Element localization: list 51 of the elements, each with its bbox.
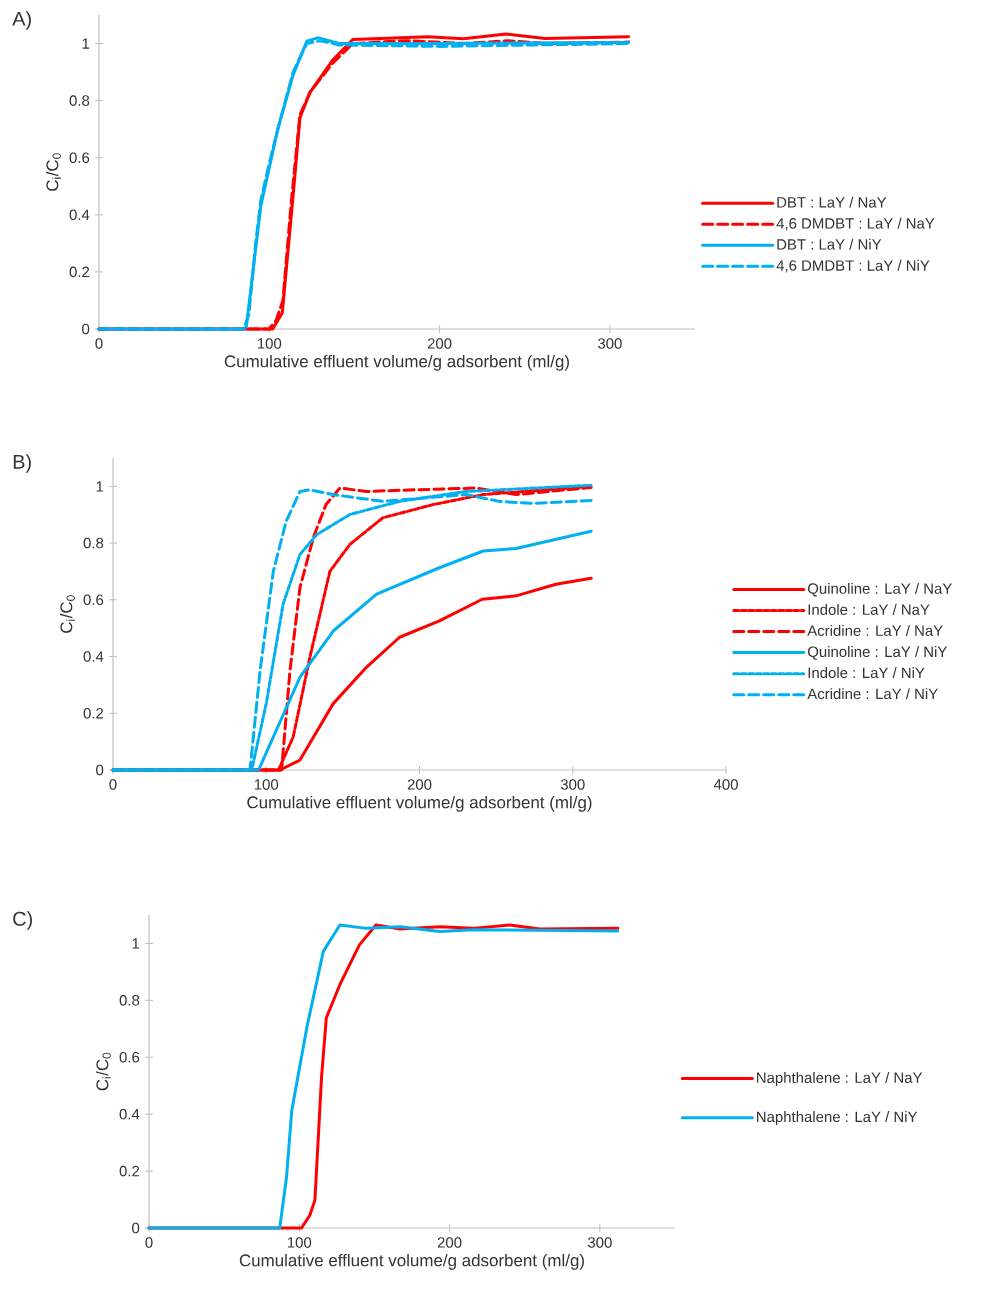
legend-label: 4,6 DMDBT : LaY / NaY (776, 217, 935, 231)
y-tick-label: 0.4 (69, 209, 90, 221)
x-tick-label: 100 (254, 779, 279, 790)
legend-label: Quinoline : LaY / NaY (807, 582, 952, 597)
y-axis-title: C$_{i}$/C$_{0}$ (45, 153, 61, 191)
x-tick-label: 300 (560, 779, 585, 790)
y-axis-title: C$_{i}$/C$_{0}$ (95, 1052, 111, 1091)
x-tick-label: 400 (713, 779, 738, 790)
x-tick-label: 200 (407, 779, 432, 790)
legend-label: DBT : LaY / NiY (777, 238, 882, 250)
x-tick-label: 0 (109, 779, 117, 790)
y-axis-title: C$_{i}$/C$_{0}$ (59, 595, 75, 633)
y-tick-label: 1 (132, 938, 140, 949)
legend-label: Indole : LaY / NiY (808, 667, 925, 679)
chart-title: A) (12, 11, 31, 30)
y-tick-label: 0 (132, 1222, 140, 1234)
chart-title: C) (13, 911, 32, 930)
y-tick-label: 0.8 (83, 537, 104, 549)
y-tick-label: 0.6 (119, 1051, 140, 1063)
legend-label: Acridine : LaY / NaY (807, 625, 943, 636)
y-tick-label: 0.2 (69, 266, 90, 278)
x-axis-title: Cumulative effluent volume/g adsorbent (ml/g) (224, 354, 569, 371)
x-axis-title: Cumulative effluent volume/g adsorbent (ml/g) (239, 1253, 584, 1270)
y-tick-label: 0.6 (69, 152, 90, 163)
y-tick-label: 0.8 (69, 95, 90, 106)
legend-label: Acridine : LaY / NiY (807, 688, 938, 700)
y-tick-label: 0.6 (83, 594, 104, 606)
x-tick-label: 100 (287, 1237, 312, 1248)
y-tick-label: 1 (96, 481, 104, 492)
x-tick-label: 200 (437, 1237, 462, 1248)
x-tick-label: 300 (587, 1237, 612, 1248)
legend-label: Quinoline : LaY / NiY (807, 646, 947, 660)
y-tick-label: 0.2 (83, 707, 104, 719)
y-tick-label: 0.4 (83, 651, 104, 662)
legend-label: 4,6 DMDBT : LaY / NiY (776, 259, 930, 273)
x-tick-label: 200 (427, 338, 452, 349)
chart-title: B) (13, 454, 31, 473)
legend-label: Naphthalene : LaY / NiY (757, 1111, 918, 1126)
y-tick-label: 0.4 (119, 1108, 140, 1120)
y-tick-label: 1 (82, 38, 90, 49)
y-tick-label: 0.8 (119, 995, 140, 1006)
y-tick-label: 0 (82, 323, 90, 335)
y-tick-label: 0 (96, 764, 104, 776)
x-tick-label: 0 (145, 1237, 153, 1248)
x-tick-label: 300 (597, 338, 622, 349)
legend-label: DBT : LaY / NaY (777, 196, 887, 208)
y-tick-label: 0.2 (119, 1165, 140, 1177)
legend-label: Indole : LaY / NaY (808, 603, 930, 615)
legend-label: Naphthalene : LaY / NaY (757, 1072, 923, 1086)
x-tick-label: 100 (257, 338, 282, 349)
x-axis-title: Cumulative effluent volume/g adsorbent (ml/g) (247, 795, 592, 812)
